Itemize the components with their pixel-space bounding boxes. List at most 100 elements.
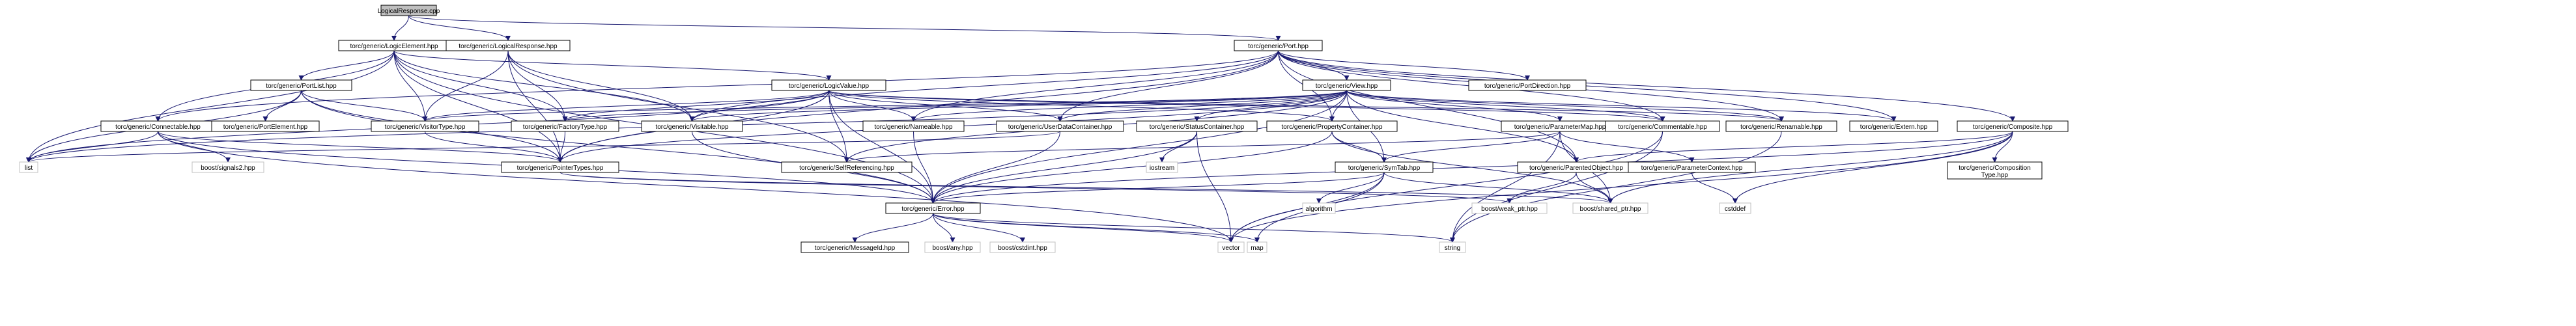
node-label: list (25, 165, 33, 172)
node-label: torc/generic/Visitable.hpp (655, 124, 729, 131)
edge-renamable-to-string (1450, 131, 1782, 243)
node-box (1335, 161, 1434, 173)
edge-statuscontainer-to-iostream (1159, 131, 1197, 163)
node-list: list (19, 161, 38, 173)
node-portlist[interactable]: torc/generic/PortList.hpp (250, 79, 352, 91)
node-logicalresponse[interactable]: torc/generic/LogicalResponse.hpp (446, 40, 571, 51)
node-box (501, 161, 619, 173)
edge-error-to-messageid (852, 213, 933, 243)
node-box (380, 5, 437, 16)
dependency-edges (26, 15, 2015, 243)
node-label: torc/generic/Composition (1959, 165, 2031, 172)
node-portelement[interactable]: torc/generic/PortElement.hpp (211, 120, 320, 132)
node-messageid[interactable]: torc/generic/MessageId.hpp (800, 241, 909, 253)
node-label: torc/generic/ParentedObject.hpp (1529, 165, 1623, 172)
node-composite[interactable]: torc/generic/Composite.hpp (1957, 120, 2069, 132)
node-label: torc/generic/PropertyContainer.hpp (1281, 124, 1383, 131)
edge-parametermap-to-selfreferencing (844, 131, 1561, 163)
edge-logicvalue-to-selfreferencing (828, 90, 849, 163)
edge-propertycontainer-to-symtab (1331, 131, 1387, 163)
node-label: torc/generic/SymTab.hpp (1348, 165, 1421, 172)
edge-composite-to-compositiontype (1992, 131, 2013, 163)
edge-view-to-nameable (911, 90, 1347, 122)
node-label: string (1445, 245, 1460, 252)
node-root[interactable]: LogicalResponse.cpp (378, 5, 440, 16)
edge-commentable-to-string (1450, 131, 1663, 243)
edge-connectable-to-pointertypes (158, 131, 563, 163)
node-cstddef: cstddef (1719, 202, 1751, 214)
edge-composite-to-cstddef (1733, 131, 2013, 204)
edge-port-to-connectable (155, 50, 1279, 122)
node-error[interactable]: torc/generic/Error.hpp (885, 202, 981, 214)
edge-symtab-to-error (930, 172, 1385, 204)
edge-logicvalue-to-propertycontainer (828, 90, 1335, 122)
edge-view-to-commentable (1346, 90, 1665, 122)
node-label: torc/generic/LogicValue.hpp (789, 83, 870, 90)
edge-connectable-to-list (26, 131, 158, 163)
node-nameable[interactable]: torc/generic/Nameable.hpp (862, 120, 965, 132)
node-view[interactable]: torc/generic/View.hpp (1302, 79, 1391, 91)
node-label: boost/weak_ptr.hpp (1481, 206, 1538, 213)
edge-nameable-to-error (913, 131, 936, 204)
node-statuscontainer[interactable]: torc/generic/StatusContainer.hpp (1136, 120, 1258, 132)
node-box (641, 120, 743, 132)
edge-parametermap-to-symtab (1381, 131, 1561, 163)
node-label: torc/generic/LogicalResponse.hpp (459, 43, 558, 50)
node-label: Type.hpp (1981, 172, 2009, 179)
node-parametercontext[interactable]: torc/generic/ParameterContext.hpp (1628, 161, 1756, 173)
node-label: torc/generic/Nameable.hpp (874, 124, 953, 131)
edge-view-to-statuscontainer (1194, 90, 1347, 122)
edge-view-to-factorytype (562, 90, 1347, 122)
node-pointertypes[interactable]: torc/generic/PointerTypes.hpp (501, 161, 619, 173)
node-commentable[interactable]: torc/generic/Commentable.hpp (1605, 120, 1720, 132)
node-portdirection[interactable]: torc/generic/PortDirection.hpp (1468, 79, 1587, 91)
node-visitortype[interactable]: torc/generic/VisitorType.hpp (371, 120, 479, 132)
node-box (1234, 40, 1323, 51)
edge-logicvalue-to-visitortype (422, 90, 829, 122)
edge-logicelement-to-portlist (298, 50, 395, 81)
node-propertycontainer[interactable]: torc/generic/PropertyContainer.hpp (1266, 120, 1398, 132)
node-box (191, 161, 264, 173)
node-box (1628, 161, 1756, 173)
edge-port-to-visitable (689, 50, 1279, 122)
node-visitable[interactable]: torc/generic/Visitable.hpp (641, 120, 743, 132)
node-parentedobject[interactable]: torc/generic/ParentedObject.hpp (1517, 161, 1635, 173)
node-extern[interactable]: torc/generic/Extern.hpp (1849, 120, 1938, 132)
edge-statuscontainer-to-vector (1196, 131, 1234, 243)
node-logicelement[interactable]: torc/generic/LogicElement.hpp (338, 40, 450, 51)
node-box (511, 120, 619, 132)
edge-port-to-parentedobject (1278, 50, 1579, 163)
node-box (1947, 161, 2043, 180)
node-userdatacontainer[interactable]: torc/generic/UserDataContainer.hpp (996, 120, 1124, 132)
node-label: torc/generic/PointerTypes.hpp (517, 165, 604, 172)
node-signals2: boost/signals2.hpp (191, 161, 264, 173)
edge-logicalresponse-to-visitortype (422, 50, 509, 122)
node-connectable[interactable]: torc/generic/Connectable.hpp (100, 120, 216, 132)
node-algorithm: algorithm (1302, 202, 1336, 214)
edge-composite-to-sharedptr (1607, 131, 2013, 204)
node-label: torc/generic/ParameterContext.hpp (1641, 165, 1743, 172)
node-box (1302, 202, 1336, 214)
edge-userdatacontainer-to-error (930, 131, 1060, 204)
node-factorytype[interactable]: torc/generic/FactoryType.hpp (511, 120, 619, 132)
edge-view-to-extern (1346, 90, 1897, 122)
node-cstdint: boost/cstdint.hpp (989, 241, 1056, 253)
node-string: string (1439, 241, 1466, 253)
node-selfreferencing[interactable]: torc/generic/SelfReferencing.hpp (781, 161, 913, 173)
node-symtab[interactable]: torc/generic/SymTab.hpp (1335, 161, 1434, 173)
edge-view-to-visitortype (422, 90, 1347, 122)
node-port[interactable]: torc/generic/Port.hpp (1234, 40, 1323, 51)
node-label: torc/generic/StatusContainer.hpp (1150, 124, 1245, 131)
node-label: torc/generic/Commentable.hpp (1618, 124, 1707, 131)
node-parametermap[interactable]: torc/generic/ParameterMap.hpp (1501, 120, 1619, 132)
node-label: iostream (1150, 165, 1174, 172)
edge-error-to-any (933, 213, 955, 243)
node-logicvalue[interactable]: torc/generic/LogicValue.hpp (771, 79, 886, 91)
node-renamable[interactable]: torc/generic/Renamable.hpp (1725, 120, 1837, 132)
node-label: algorithm (1305, 206, 1332, 213)
node-label: torc/generic/Extern.hpp (1860, 124, 1928, 131)
edge-port-to-portdirection (1278, 50, 1530, 81)
edge-root-to-port (408, 15, 1281, 41)
edge-view-to-renamable (1346, 90, 1784, 122)
